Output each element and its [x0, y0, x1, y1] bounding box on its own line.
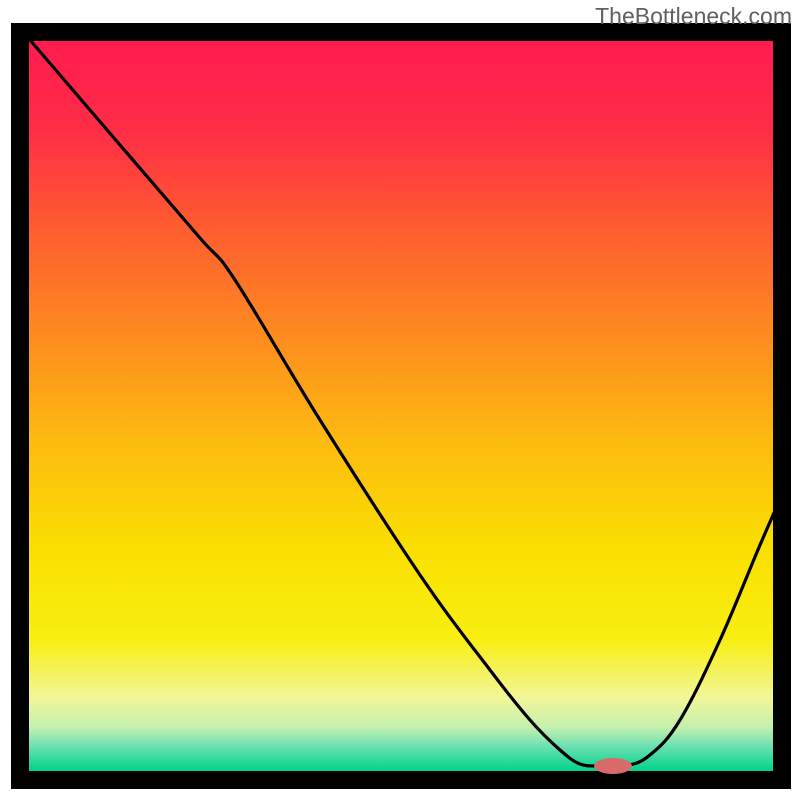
bottleneck-chart: TheBottleneck.com: [0, 0, 800, 800]
optimal-marker: [594, 758, 632, 774]
plot-background: [29, 41, 773, 771]
watermark-text: TheBottleneck.com: [595, 3, 792, 30]
chart-svg: [0, 0, 800, 800]
